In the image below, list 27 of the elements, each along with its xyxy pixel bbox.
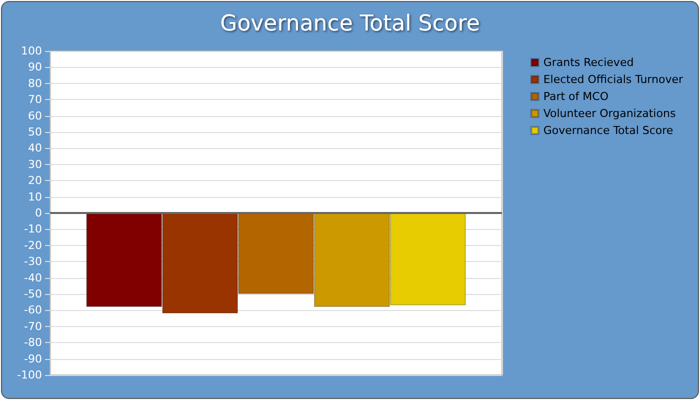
y-tick-label: -70 xyxy=(24,320,42,333)
y-tick-label: 90 xyxy=(28,60,42,74)
legend-label: Governance Total Score xyxy=(543,124,674,137)
legend-label: Elected Officials Turnover xyxy=(543,73,684,86)
y-tick-label: -40 xyxy=(24,271,42,284)
legend-label: Part of MCO xyxy=(543,90,609,103)
chart-title: Governance Total Score xyxy=(220,12,480,36)
y-tick-label: -90 xyxy=(24,352,42,366)
y-tick-label: -20 xyxy=(24,238,42,252)
y-tick-label: -100 xyxy=(17,368,42,382)
y-tick-label: -60 xyxy=(24,304,42,317)
y-tick-label: 50 xyxy=(28,126,42,138)
y-tick-label: 70 xyxy=(28,93,42,106)
y-tick-label: -10 xyxy=(24,222,42,236)
y-tick-label: 80 xyxy=(28,76,42,90)
legend-label: Grants Recieved xyxy=(543,56,634,69)
y-tick-label: 10 xyxy=(28,190,42,204)
y-tick-label: 20 xyxy=(28,174,42,188)
y-tick-label: 0 xyxy=(35,206,42,220)
y-tick-label: 100 xyxy=(21,44,42,58)
y-tick-label: -50 xyxy=(24,288,42,300)
y-tick-label: -80 xyxy=(24,336,42,350)
legend-label: Volunteer Organizations xyxy=(543,107,676,120)
y-tick-label: 60 xyxy=(28,109,42,122)
y-tick-label: 30 xyxy=(28,158,42,171)
y-tick-label: -30 xyxy=(24,255,42,268)
y-tick-label: 40 xyxy=(28,142,42,155)
